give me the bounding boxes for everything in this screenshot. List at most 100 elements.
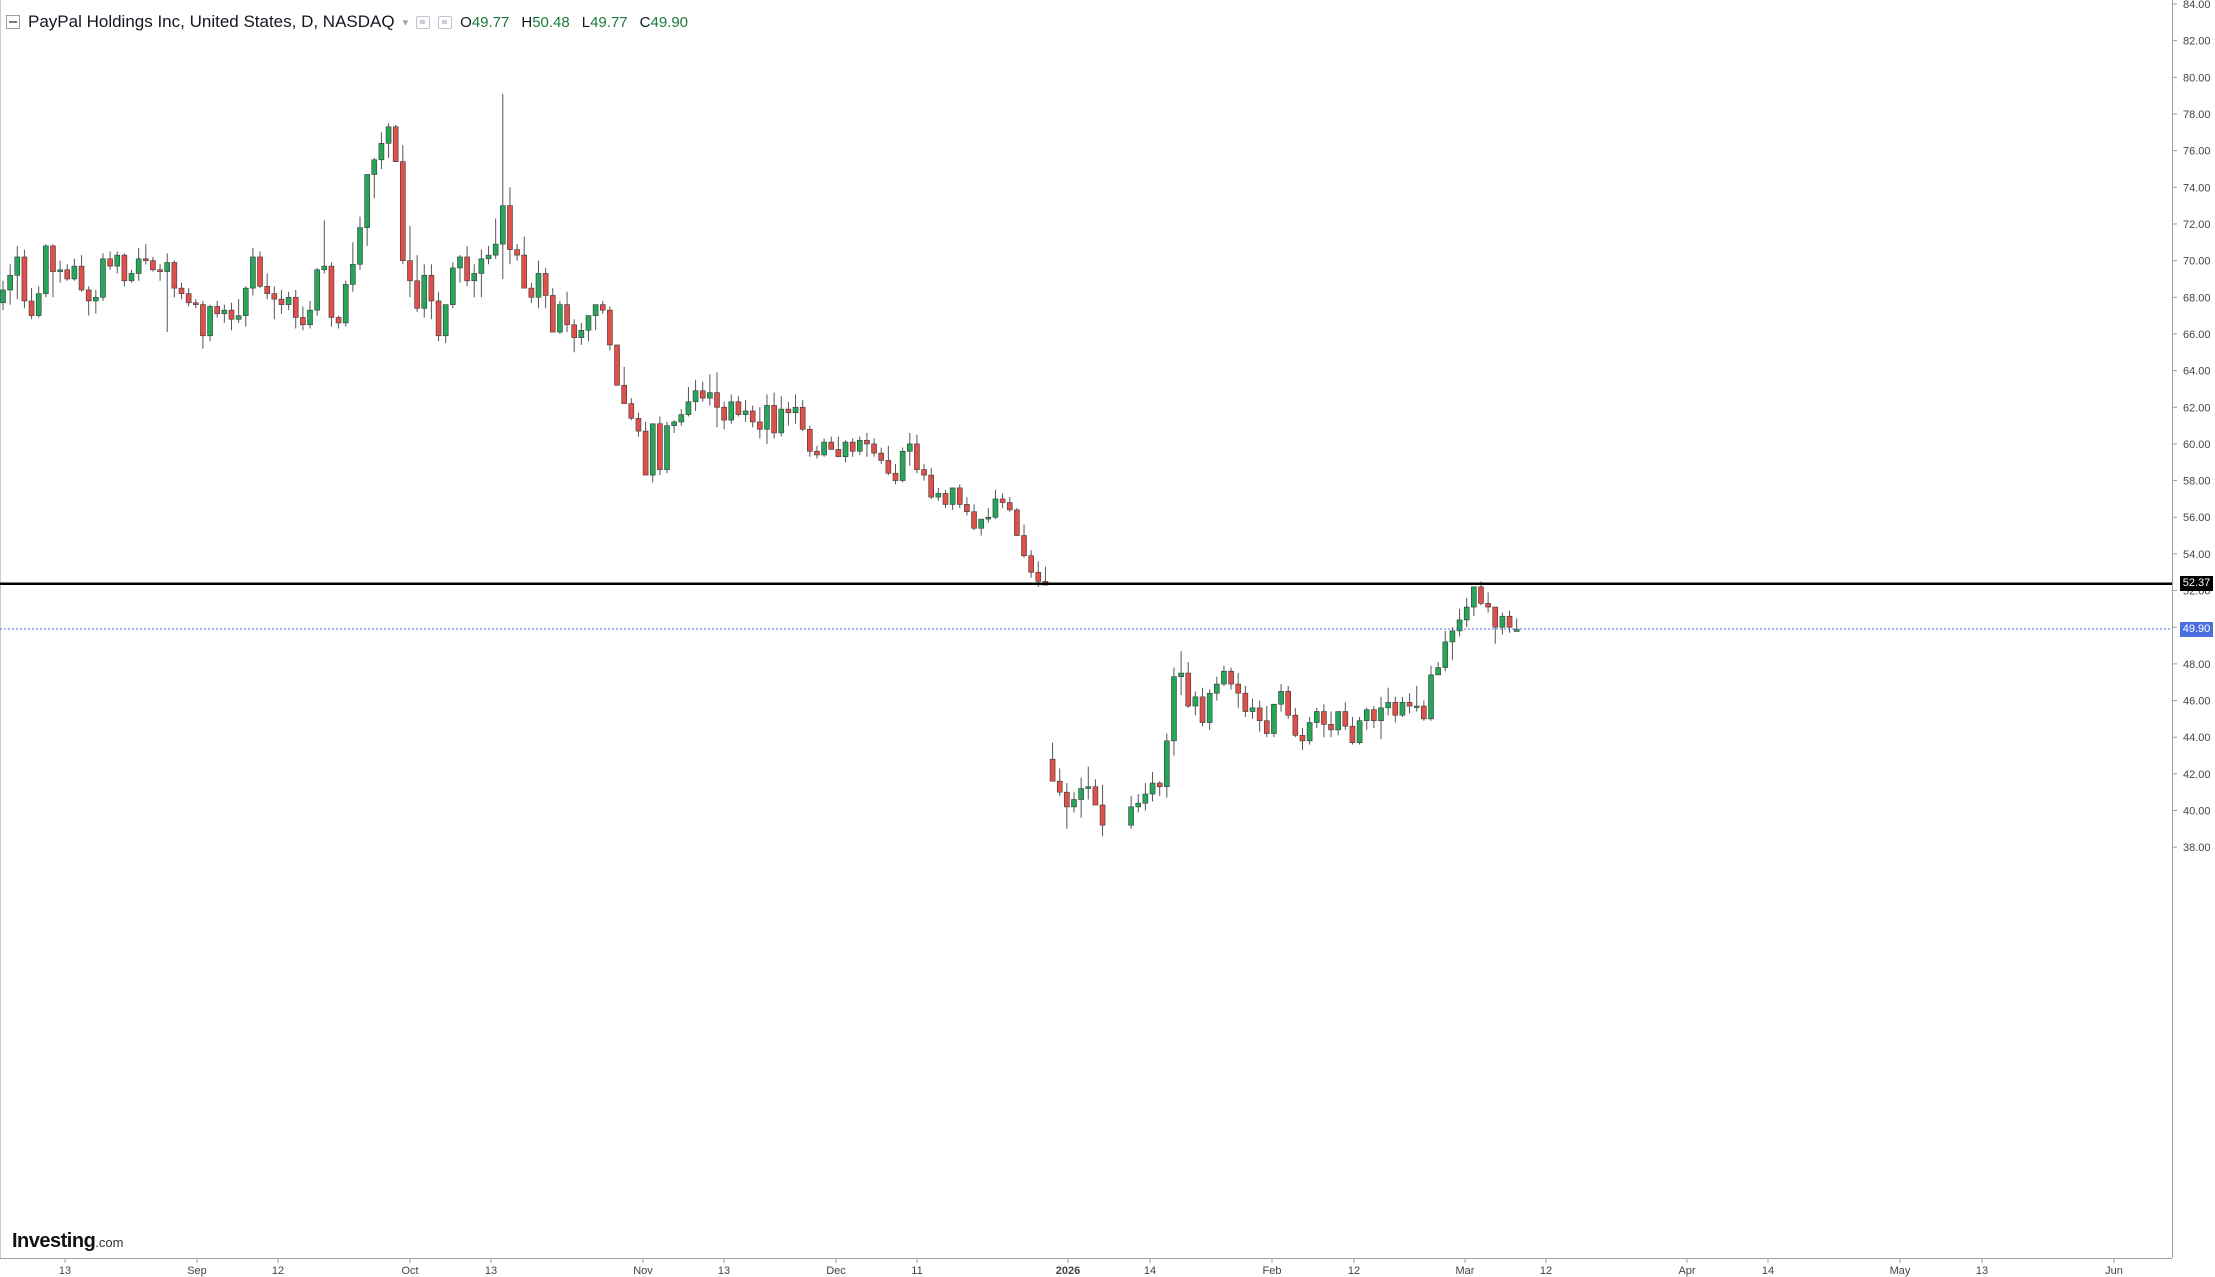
candle-body [1371,709,1377,722]
candle-body [614,344,620,386]
candle [728,394,735,424]
candle-body [407,260,413,282]
open-number: 49.77 [471,13,510,31]
candle-body [378,143,385,161]
candle [421,264,428,318]
candle-body [999,498,1006,503]
candle [192,299,199,309]
candle-body [1278,691,1284,705]
ohlc-values: O49.77 H50.48 L49.77 C49.90 [460,14,688,31]
price-axis[interactable]: 38.0040.0042.0044.0046.0048.0050.0052.00… [2172,0,2211,854]
support-price-tag: 52.37 [2180,576,2213,592]
candle-body [1399,702,1406,716]
candle [1028,550,1034,578]
investing-logo[interactable]: Investing.com [12,1230,123,1253]
candle-body [464,256,470,282]
candle-body [85,289,92,302]
candle [1056,768,1063,796]
candle [1263,706,1270,738]
candle [707,374,713,406]
price-tick-label: 82.00 [2183,36,2211,48]
candle-body [642,430,649,476]
candle-body [135,258,142,274]
candle [671,420,677,433]
candle-body [50,245,56,272]
symbol-title[interactable]: PayPal Holdings Inc, United States, D, N… [28,12,395,31]
candle-body [985,516,992,520]
candle [0,280,6,311]
candle-body [707,392,713,399]
time-tick-label: 13 [59,1265,71,1277]
candle-body [1406,702,1413,707]
candle-body [1099,804,1106,826]
collapse-legend-icon[interactable] [6,15,20,29]
candle-body [357,227,363,265]
candle [1064,783,1070,829]
candle-body [728,401,735,421]
hide-icon[interactable] [438,15,453,29]
candle-body [328,265,335,318]
time-tick-label: 12 [1540,1265,1552,1277]
settings-icon[interactable] [416,15,431,29]
candle [1299,728,1306,751]
candle-body [457,256,463,269]
candle-body [478,258,485,274]
candle [664,421,670,474]
candle [757,407,763,439]
candles-layer [0,93,1520,837]
candle [621,366,627,404]
low-value: L49.77 [582,14,628,31]
candle [171,260,178,298]
close-number: 49.90 [650,13,689,31]
candle [314,267,320,316]
candle-body [1299,735,1306,742]
candle-body [314,269,320,311]
candle-body [764,405,770,430]
candle-body [871,443,877,454]
candle-body [628,403,635,419]
candle [978,518,984,536]
candle [499,93,506,279]
low-label: L [581,13,591,31]
candle-body [414,280,420,309]
price-tick-label: 54.00 [2183,549,2211,561]
time-tick-label: 13 [1976,1265,1988,1277]
candle [385,123,392,158]
candle [1463,597,1470,628]
candle [100,253,106,301]
candle-body [364,174,370,228]
candle [742,399,749,422]
candle [557,300,563,334]
candle-body [892,472,899,481]
candle [1199,687,1206,727]
candle [135,247,142,281]
candle-body [371,159,378,175]
candle [721,401,727,430]
candle [992,489,999,520]
candle [235,299,242,323]
candle-body [1335,711,1341,731]
candle [1392,696,1399,723]
candle [214,300,220,318]
candle [1142,783,1149,811]
candle [278,289,285,314]
candle-body [828,441,835,450]
chevron-down-icon[interactable]: ▾ [402,16,409,29]
price-tick-label: 84.00 [2183,0,2211,11]
candle-body [1199,696,1206,723]
candle [942,489,949,509]
candle [428,264,435,320]
candle-body [1128,806,1134,826]
candle [1399,696,1406,718]
candle [628,398,635,421]
candle [714,372,720,428]
candle-body [1492,606,1499,628]
candle [885,445,892,476]
candle-body [1392,702,1399,716]
candle [1471,586,1477,617]
candle [1178,651,1184,696]
candle-body [1413,705,1420,708]
time-axis[interactable]: 13 Sep 12 Oct 13 Nov 13 Dec 11 2026 14 Feb 12 Mar 12 Ap… [59,1258,2123,1277]
candle-body [178,287,185,294]
